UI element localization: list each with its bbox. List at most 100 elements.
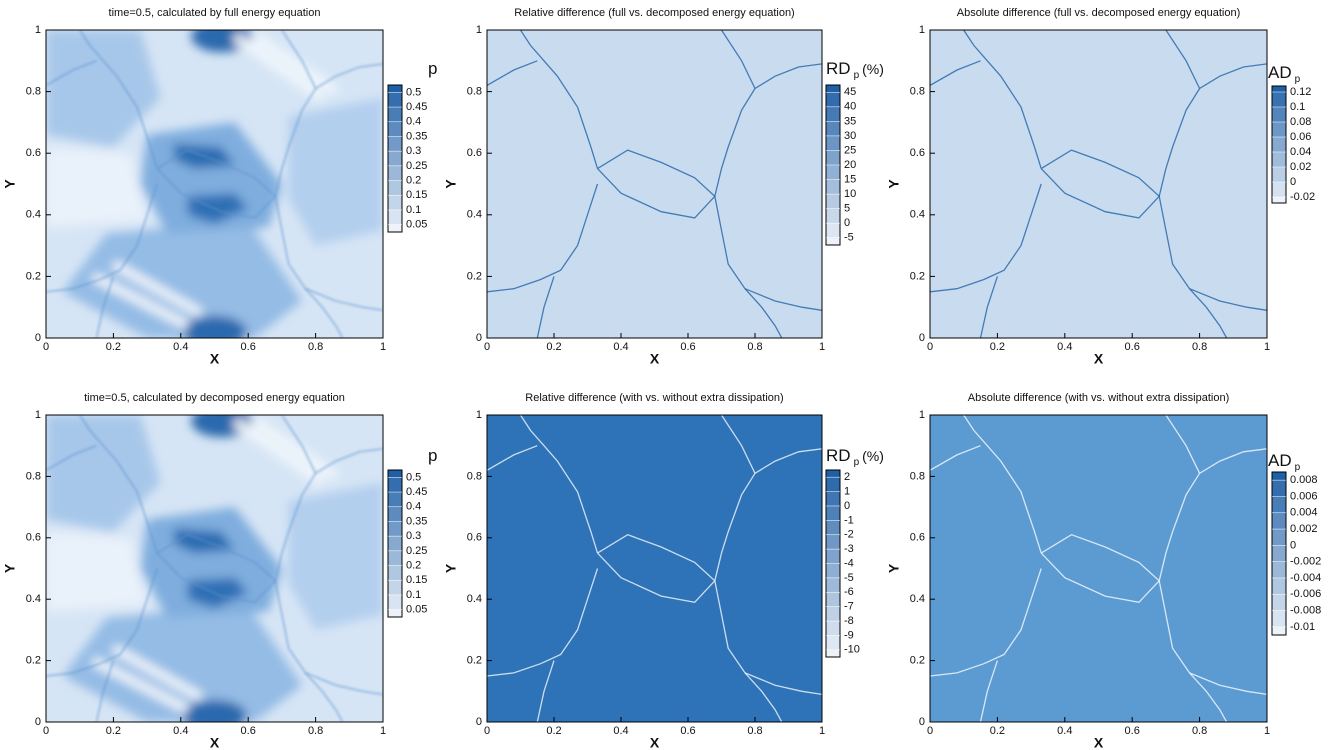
field-front <box>714 448 822 581</box>
field-shading <box>487 415 822 722</box>
x-tick-label: 1 <box>819 725 825 737</box>
colorbar-band <box>826 477 840 492</box>
colorbar-tick-label: -4 <box>844 557 854 569</box>
y-tick-label: 0.6 <box>467 147 482 159</box>
field-front <box>720 415 756 474</box>
field-blobs <box>46 415 383 722</box>
colorbar-tick-label: 0 <box>1290 539 1296 551</box>
field-front <box>79 415 158 554</box>
x-tick-label: 0.6 <box>241 341 256 353</box>
field-front <box>305 288 383 311</box>
y-tick-label: 0.8 <box>910 470 925 482</box>
y-tick-label: 0 <box>476 332 482 344</box>
x-tick-label: 0.6 <box>241 725 256 737</box>
x-tick-label: 0.2 <box>106 341 121 353</box>
field-blobs <box>46 30 383 338</box>
colorbar-tick-label: 0.008 <box>1290 474 1318 486</box>
x-axis-label: X <box>1094 351 1104 367</box>
y-tick-label: 1 <box>919 24 925 36</box>
colorbar-tick-label: 0.002 <box>1290 523 1318 535</box>
field-front <box>519 30 599 169</box>
colorbar-title-subscript: p <box>854 457 860 468</box>
field-front <box>281 415 317 474</box>
colorbar-title: p <box>428 59 437 78</box>
x-tick-label: 0.6 <box>1125 341 1140 353</box>
field-stripe <box>91 272 190 330</box>
colorbar-band <box>826 92 840 107</box>
colorbar-band <box>388 609 402 617</box>
colorbar-tick-label: -0.004 <box>1290 572 1321 584</box>
y-tick-label: 0.2 <box>467 655 482 667</box>
y-tick-label: 0 <box>35 716 41 728</box>
colorbar-tick-label: 0 <box>844 500 850 512</box>
colorbar-band <box>826 135 840 151</box>
colorbar-tick-label: 0.2 <box>406 174 421 186</box>
y-axis-label: Y <box>886 179 902 189</box>
colorbar-band <box>388 594 402 610</box>
colorbar-band <box>1272 107 1286 122</box>
y-tick-label: 0.4 <box>467 209 482 221</box>
field-front <box>1158 63 1267 197</box>
colorbar-tick-label: 10 <box>844 188 856 200</box>
colorbar-tick-label: 0.05 <box>406 219 427 231</box>
field-front <box>963 415 1042 554</box>
x-tick-label: 0 <box>484 341 490 353</box>
colorbar-band <box>826 505 840 521</box>
colorbar-title-main: p <box>428 59 437 78</box>
colorbar-band <box>388 470 402 478</box>
colorbar-title-unit: (%) <box>862 61 884 77</box>
field-front <box>305 672 383 696</box>
colorbar-tick-label: -9 <box>844 629 854 641</box>
colorbar-title: AD p <box>1268 63 1301 84</box>
y-tick-label: 0.4 <box>26 593 41 605</box>
colorbar-tick-label: 0.5 <box>406 86 421 98</box>
field-background <box>487 30 822 338</box>
colorbar-tick-label: 0.08 <box>1290 116 1311 128</box>
y-axis-label: Y <box>2 179 18 189</box>
field-front <box>274 448 383 581</box>
colorbar-tick-label: -6 <box>844 586 854 598</box>
colorbar-band <box>826 606 840 622</box>
colorbar-tick-label: 0 <box>1290 176 1296 188</box>
y-tick-label: 1 <box>35 24 41 36</box>
colorbar-tick-label: 0.25 <box>406 545 427 557</box>
y-tick-label: 0.4 <box>910 593 925 605</box>
colorbar-band <box>388 477 402 493</box>
field-stripe <box>91 656 190 714</box>
field-front <box>1189 288 1267 311</box>
field-stripe <box>111 260 204 318</box>
field-front <box>979 660 999 722</box>
colorbar-band <box>388 151 402 166</box>
field-background <box>930 30 1267 338</box>
field-region <box>288 97 383 246</box>
x-tick-label: 1 <box>380 725 386 737</box>
colorbar-band <box>1272 167 1286 182</box>
field-front <box>930 568 1042 677</box>
field-front <box>79 30 158 169</box>
colorbar-band <box>1272 594 1286 611</box>
y-tick-label: 0.6 <box>26 147 41 159</box>
field-front <box>281 30 317 89</box>
x-tick-label: 0 <box>927 341 933 353</box>
colorbar-band <box>1272 577 1286 595</box>
y-tick-label: 0.8 <box>910 86 925 98</box>
colorbar-band <box>1272 86 1286 92</box>
colorbar-tick-label: 0.04 <box>1290 146 1311 158</box>
x-tick-label: 0.6 <box>680 725 695 737</box>
colorbar-tick-label: 0.3 <box>406 530 421 542</box>
colorbar-tick-label: 0.06 <box>1290 131 1311 143</box>
colorbar-band <box>388 506 402 522</box>
colorbar-tick-label: -1 <box>844 514 854 526</box>
colorbar-tick-label: 0.02 <box>1290 161 1311 173</box>
plot-title: Absolute difference (full vs. decomposed… <box>957 7 1241 19</box>
y-tick-label: 0.6 <box>467 532 482 544</box>
colorbar-tick-label: -0.002 <box>1290 556 1321 568</box>
colorbar-band <box>388 536 402 551</box>
colorbar-band <box>826 621 840 636</box>
colorbar-band <box>1272 197 1286 203</box>
plot-frame <box>929 414 1268 723</box>
colorbar-tick-label: 0.25 <box>406 160 427 172</box>
colorbar-band <box>1272 626 1286 635</box>
